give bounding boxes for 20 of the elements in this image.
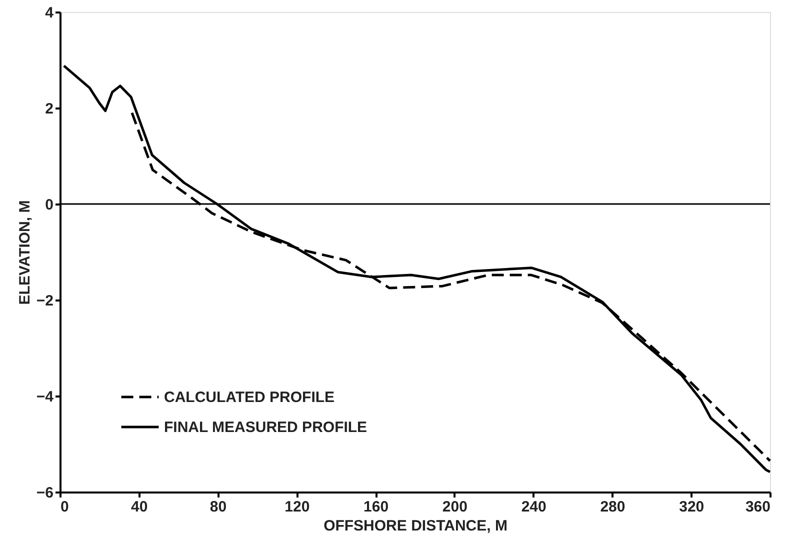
y-axis-title: ELEVATION, M (16, 200, 34, 305)
y-tick-label: 0 (45, 196, 54, 214)
x-tick-label: 200 (442, 498, 468, 516)
x-tick-label: 360 (745, 498, 770, 516)
y-tick-label: −6 (36, 484, 54, 502)
y-tick-label: 4 (45, 4, 54, 22)
x-tick-label: 160 (364, 498, 389, 516)
x-tick-label: 0 (60, 498, 69, 516)
y-tick-label: −2 (36, 292, 54, 310)
legend-label: FINAL MEASURED PROFILE (164, 419, 368, 436)
x-axis-title: OFFSHORE DISTANCE, M (324, 518, 508, 534)
x-tick-label: 280 (600, 498, 626, 516)
legend-label: CALCULATED PROFILE (164, 389, 335, 406)
x-tick-label: 40 (131, 498, 148, 516)
y-tick-label: 2 (45, 100, 54, 118)
x-tick-label: 320 (679, 498, 704, 516)
y-tick-label: −4 (36, 388, 54, 406)
x-tick-label: 120 (284, 498, 310, 516)
x-tick-label: 80 (210, 498, 227, 516)
x-tick-label: 240 (521, 498, 546, 516)
